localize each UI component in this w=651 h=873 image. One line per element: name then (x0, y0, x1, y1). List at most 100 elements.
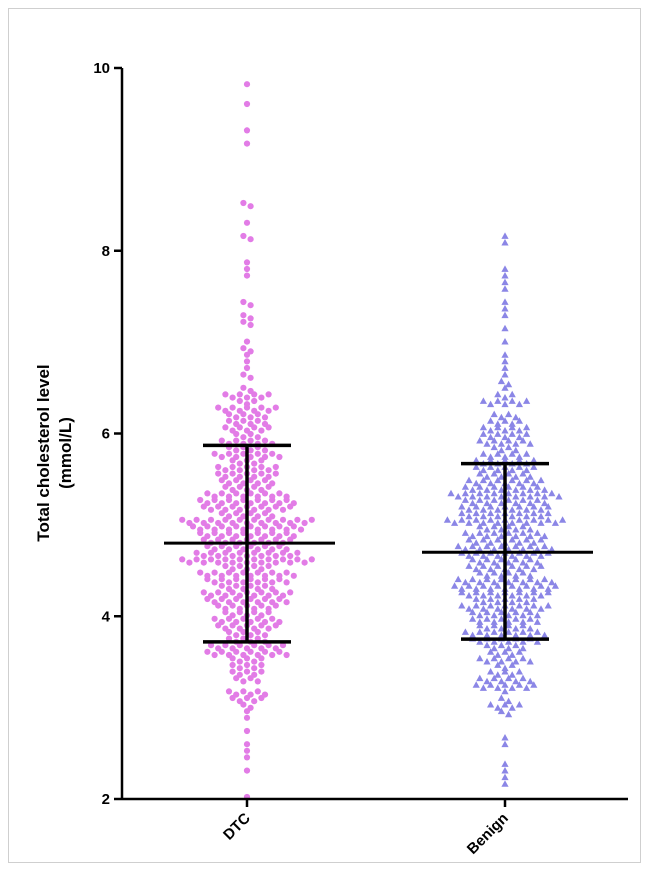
data-point-dtc (254, 615, 261, 622)
data-point-benign (483, 575, 491, 583)
data-point-dtc (240, 318, 247, 325)
data-point-benign (508, 390, 516, 398)
data-point-benign (519, 522, 527, 530)
data-point-benign (541, 499, 549, 507)
data-point-dtc (254, 480, 261, 487)
data-point-benign (476, 611, 484, 619)
data-point-dtc (265, 562, 272, 570)
data-point-benign (523, 397, 531, 404)
data-point-benign (465, 562, 473, 569)
data-point-benign (461, 628, 469, 635)
data-point-benign (494, 582, 502, 589)
data-point-benign (548, 578, 556, 586)
data-point-benign (508, 552, 516, 559)
data-point-dtc (240, 232, 247, 240)
data-point-benign (530, 681, 538, 688)
data-point-benign (519, 578, 527, 586)
data-point-benign (469, 486, 477, 493)
data-point-benign (515, 503, 523, 510)
data-point-benign (494, 512, 502, 520)
data-point-benign (458, 516, 466, 523)
data-point-dtc (222, 556, 229, 563)
data-point-dtc (251, 562, 258, 570)
data-point-benign (458, 509, 466, 517)
data-point-dtc (243, 754, 251, 761)
y-tick-label-2: 2 (102, 791, 110, 808)
data-point-dtc (240, 480, 247, 487)
data-point-dtc (197, 529, 204, 537)
data-point-benign (530, 595, 538, 602)
data-point-dtc (179, 516, 186, 523)
data-point-benign (479, 506, 487, 513)
data-point-dtc (204, 648, 211, 655)
data-point-benign (469, 542, 477, 550)
data-point-dtc (247, 632, 254, 639)
data-point-benign (541, 575, 549, 583)
data-point-dtc (211, 569, 218, 576)
data-point-benign (454, 493, 462, 500)
data-point-dtc (215, 602, 222, 609)
data-point-benign (465, 536, 473, 543)
data-point-benign (523, 519, 531, 526)
data-point-benign (530, 456, 538, 464)
data-point-dtc (261, 447, 269, 454)
data-point-dtc (279, 506, 287, 513)
data-point-benign (490, 529, 498, 536)
data-point-benign (501, 734, 509, 741)
data-point-benign (505, 697, 513, 705)
data-point-benign (483, 493, 491, 500)
data-point-benign (515, 668, 523, 675)
data-point-benign (508, 684, 516, 691)
data-point-dtc (233, 430, 240, 438)
data-point-benign (494, 450, 502, 457)
data-point-benign (537, 582, 545, 589)
data-point-dtc (272, 519, 279, 527)
data-point-benign (515, 565, 523, 573)
data-point-benign (476, 638, 484, 645)
data-point-benign (533, 489, 541, 497)
data-point-benign (515, 585, 523, 592)
data-point-dtc (240, 513, 247, 520)
data-point-benign (461, 578, 469, 586)
data-point-benign (472, 479, 480, 487)
data-point-benign (476, 489, 484, 497)
data-point-benign (472, 516, 480, 523)
data-point-benign (526, 677, 534, 685)
data-point-benign (515, 516, 523, 523)
data-point-benign (555, 493, 563, 500)
data-point-dtc (197, 496, 204, 504)
data-point-benign (501, 427, 509, 434)
data-point-benign (497, 440, 505, 447)
data-point-benign (487, 602, 495, 609)
data-point-dtc (233, 437, 240, 444)
data-point-dtc (265, 605, 272, 612)
data-point-dtc (247, 582, 254, 589)
data-point-benign (494, 704, 502, 711)
data-point-dtc (240, 434, 247, 441)
data-point-benign (487, 681, 495, 688)
data-point-benign (526, 526, 534, 533)
data-point-benign (523, 605, 531, 612)
data-point-benign (487, 539, 495, 546)
data-point-benign (541, 631, 549, 639)
data-point-benign (505, 578, 513, 586)
data-point-benign (541, 532, 549, 540)
data-point-benign (490, 559, 498, 566)
data-point-benign (512, 555, 520, 563)
data-point-dtc (265, 506, 272, 513)
data-point-dtc (240, 615, 247, 622)
data-point-benign (479, 512, 487, 520)
data-point-dtc (247, 595, 254, 603)
data-point-benign (479, 466, 487, 474)
data-point-dtc (240, 450, 247, 457)
data-point-dtc (222, 407, 229, 414)
data-point-benign (487, 479, 495, 487)
data-point-benign (443, 516, 451, 523)
data-point-dtc (222, 467, 229, 474)
data-point-dtc (283, 599, 290, 606)
data-point-dtc (236, 556, 243, 563)
data-point-benign (505, 470, 513, 477)
data-point-benign (465, 582, 473, 589)
data-point-benign (469, 615, 477, 622)
data-point-dtc (236, 460, 243, 467)
